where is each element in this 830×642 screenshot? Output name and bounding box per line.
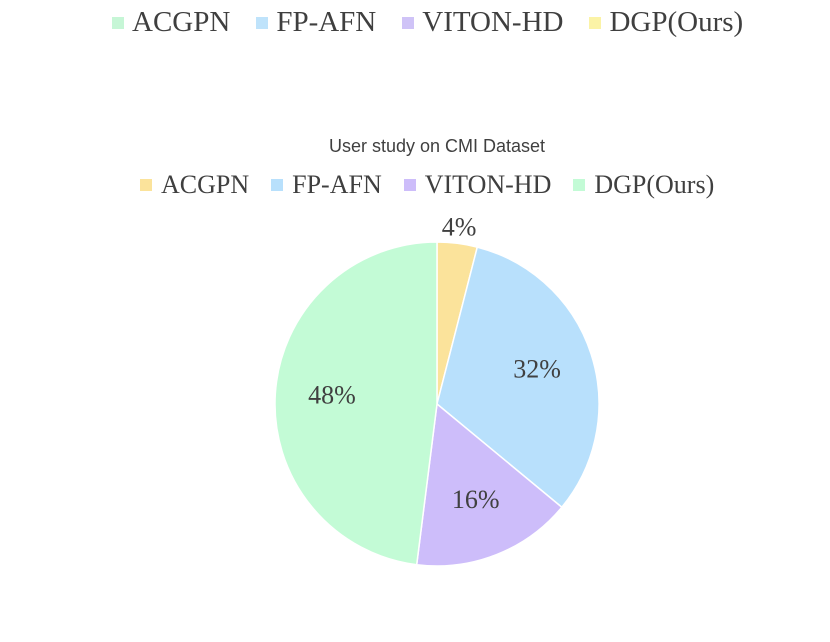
legend-label: VITON-HD [424, 170, 552, 199]
top-legend-item-fp-afn: FP-AFN [256, 6, 376, 39]
legend-swatch [256, 16, 269, 29]
data-label-acgpn: 4% [442, 212, 477, 241]
legend-label: VITON-HD [422, 6, 564, 38]
legend-label: DGP(Ours) [609, 6, 744, 38]
legend-swatch [402, 16, 415, 29]
legend-label: FP-AFN [292, 170, 382, 199]
legend-label: ACGPN [132, 6, 231, 38]
data-label-fp-afn: 32% [513, 354, 561, 383]
top-legend-item-dgp: DGP(Ours) [589, 6, 743, 39]
legend-swatch [271, 179, 284, 191]
chart-legend-item-viton-hd: VITON-HD [403, 170, 552, 200]
chart-title: User study on CMI Dataset [328, 136, 546, 156]
data-label-viton-hd: 16% [452, 485, 500, 514]
legend-swatch [140, 179, 152, 191]
pie-slice-viton-hd [415, 402, 563, 567]
legend-label: FP-AFN [276, 6, 377, 38]
legend-swatch [112, 16, 124, 29]
top-legend-item-acgpn: ACGPN [112, 6, 230, 39]
legend-label: ACGPN [161, 170, 250, 199]
chart-legend: ACGPN FP-AFN VITON-HD DGP(Ours) [140, 170, 736, 200]
data-label-dgp-ours: 48% [308, 380, 356, 409]
pie-slice-dgp-ours [274, 241, 438, 566]
top-legend: ACGPN FP-AFN VITON-HD DGP(Ours) [112, 6, 769, 39]
legend-swatch [589, 16, 602, 29]
top-legend-item-viton-hd: VITON-HD [402, 6, 563, 39]
legend-swatch [573, 179, 586, 191]
legend-swatch [403, 179, 416, 191]
chart-legend-item-fp-afn: FP-AFN [271, 170, 382, 200]
pie-slice-fp-afn [436, 246, 600, 509]
chart-legend-item-dgp: DGP(Ours) [573, 170, 714, 200]
legend-label: DGP(Ours) [594, 170, 715, 199]
chart-legend-item-acgpn: ACGPN [140, 170, 249, 200]
